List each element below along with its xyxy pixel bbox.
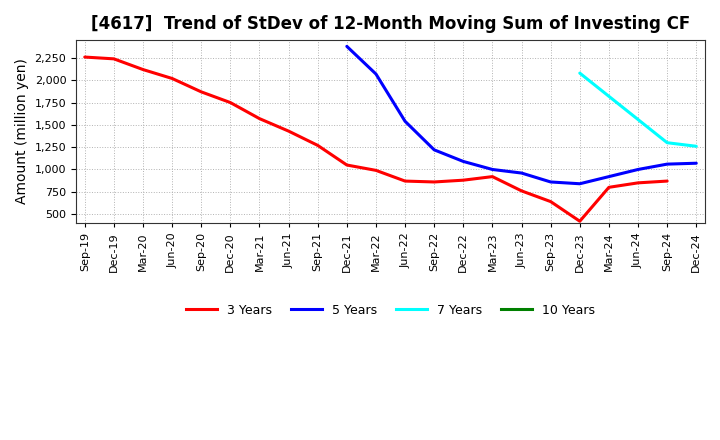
- Legend: 3 Years, 5 Years, 7 Years, 10 Years: 3 Years, 5 Years, 7 Years, 10 Years: [181, 299, 600, 322]
- Y-axis label: Amount (million yen): Amount (million yen): [15, 59, 29, 205]
- Title: [4617]  Trend of StDev of 12-Month Moving Sum of Investing CF: [4617] Trend of StDev of 12-Month Moving…: [91, 15, 690, 33]
